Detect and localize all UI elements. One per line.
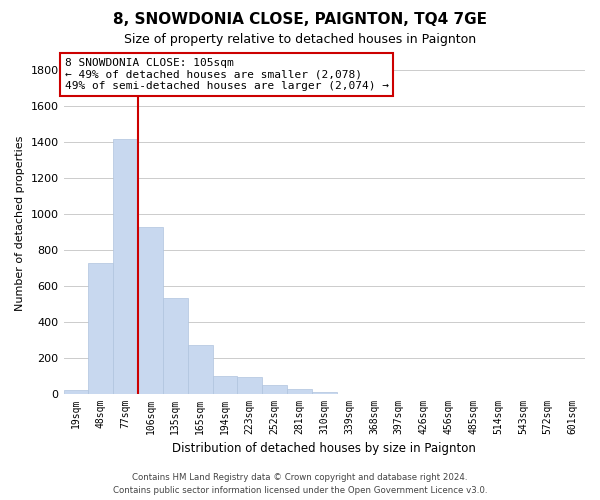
Bar xyxy=(238,378,262,394)
Bar xyxy=(262,384,287,394)
Bar xyxy=(113,138,138,394)
X-axis label: Distribution of detached houses by size in Paignton: Distribution of detached houses by size … xyxy=(172,442,476,455)
Bar xyxy=(163,298,188,394)
Bar xyxy=(188,345,212,394)
Bar xyxy=(64,390,88,394)
Text: 8, SNOWDONIA CLOSE, PAIGNTON, TQ4 7GE: 8, SNOWDONIA CLOSE, PAIGNTON, TQ4 7GE xyxy=(113,12,487,28)
Bar xyxy=(88,262,113,394)
Bar xyxy=(312,392,337,394)
Text: 8 SNOWDONIA CLOSE: 105sqm
← 49% of detached houses are smaller (2,078)
49% of se: 8 SNOWDONIA CLOSE: 105sqm ← 49% of detac… xyxy=(65,58,389,91)
Y-axis label: Number of detached properties: Number of detached properties xyxy=(15,136,25,310)
Bar xyxy=(287,389,312,394)
Bar xyxy=(212,376,238,394)
Bar xyxy=(138,226,163,394)
Text: Contains HM Land Registry data © Crown copyright and database right 2024.
Contai: Contains HM Land Registry data © Crown c… xyxy=(113,474,487,495)
Text: Size of property relative to detached houses in Paignton: Size of property relative to detached ho… xyxy=(124,32,476,46)
